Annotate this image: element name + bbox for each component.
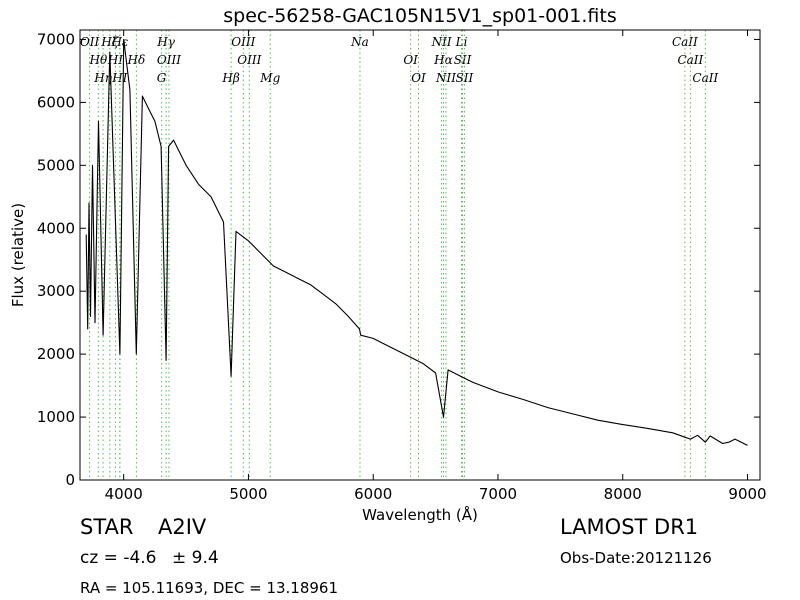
ra-dec: RA = 105.11693, DEC = 13.18961 — [80, 579, 338, 597]
x-tick-label: 8000 — [604, 485, 642, 503]
line-marker-label: CaII — [672, 35, 698, 49]
line-marker-label: CaII — [692, 71, 718, 85]
line-marker-label: Hδ — [127, 53, 146, 67]
line-marker-label: OII — [80, 35, 100, 49]
y-tick-label: 1000 — [37, 408, 75, 426]
y-tick-label: 2000 — [37, 345, 75, 363]
line-marker-label: NII — [431, 35, 452, 49]
line-marker-label: G — [157, 71, 167, 85]
line-marker-label: OIII — [231, 35, 255, 49]
y-tick-label: 5000 — [37, 156, 75, 174]
y-tick-label: 7000 — [37, 30, 75, 48]
x-tick-label: 5000 — [229, 485, 267, 503]
line-marker-label: Hγ — [156, 35, 175, 49]
x-tick-label: 9000 — [728, 485, 766, 503]
y-tick-label: 3000 — [37, 282, 75, 300]
line-marker-label: Na — [350, 35, 369, 49]
y-tick-label: 0 — [65, 471, 75, 489]
line-marker-label: OI — [411, 71, 426, 85]
line-marker-label: NII — [435, 71, 456, 85]
x-tick-label: 6000 — [354, 485, 392, 503]
x-tick-label: 7000 — [479, 485, 517, 503]
line-marker-label: OIII — [157, 53, 181, 67]
object-subclass: A2IV — [158, 515, 206, 539]
line-marker-label: Mg — [259, 71, 280, 85]
line-marker-label: SII — [456, 71, 474, 85]
line-marker-label: SII — [454, 53, 472, 67]
spectrum-series — [86, 39, 747, 445]
line-marker-label: Hθ — [88, 53, 107, 67]
x-tick-label: 4000 — [105, 485, 143, 503]
redshift-value: cz = -4.6 — [80, 548, 157, 568]
line-marker-label: Li — [455, 35, 468, 49]
line-marker-label: Hβ — [221, 71, 239, 85]
line-marker-label: OIII — [237, 53, 261, 67]
y-tick-label: 4000 — [37, 219, 75, 237]
redshift-error: ± 9.4 — [172, 548, 219, 568]
line-marker-label: Hε — [110, 35, 128, 49]
observation-date: Obs-Date:20121126 — [560, 549, 712, 567]
line-marker-label: CaII — [677, 53, 703, 67]
survey-name: LAMOST DR1 — [560, 515, 698, 539]
line-marker-label: OI — [403, 53, 418, 67]
plot-frame — [80, 30, 760, 480]
y-tick-label: 6000 — [37, 93, 75, 111]
line-marker-label: Hα — [433, 53, 453, 67]
object-class: STAR — [80, 515, 133, 539]
line-marker-label: HI — [111, 71, 127, 85]
